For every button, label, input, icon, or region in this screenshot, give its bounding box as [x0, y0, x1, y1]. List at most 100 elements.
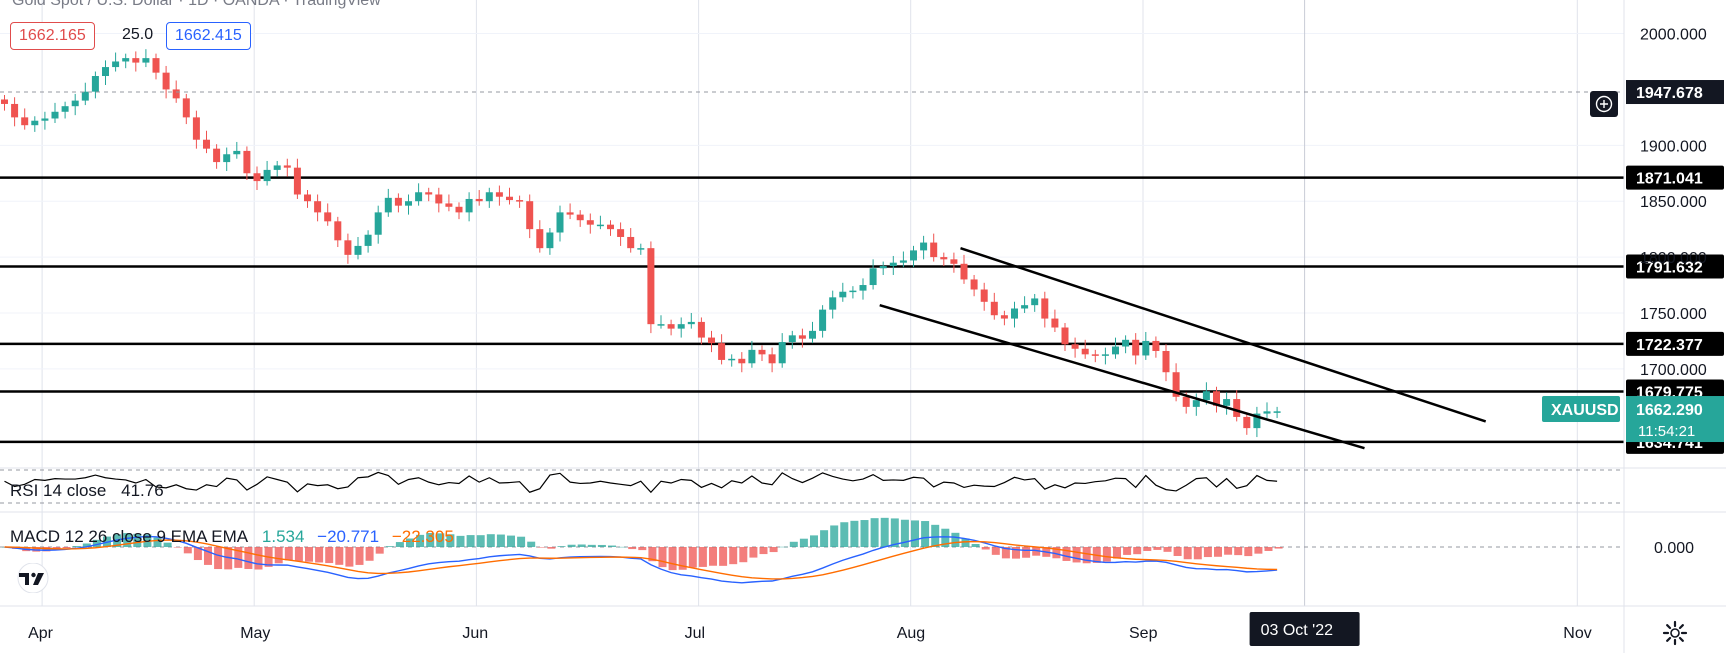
price-tick-label: 1700.000: [1640, 362, 1707, 379]
rsi-value: 41.76: [121, 481, 164, 500]
countdown-label: 11:54:21: [1638, 423, 1695, 440]
macd-histogram-bar: [345, 547, 354, 567]
macd-histogram-bar: [880, 517, 889, 547]
macd-histogram-bar: [355, 547, 364, 565]
chart-title: Gold Spot / U.S. Dollar · 1D · OANDA · T…: [12, 0, 381, 9]
candle-body: [910, 250, 917, 261]
candle-body: [596, 224, 604, 227]
macd-histogram-bar: [1001, 547, 1010, 559]
candle-body: [1233, 399, 1241, 417]
candle-body: [435, 194, 443, 204]
macd-histogram-value: 1.534: [261, 527, 305, 546]
candle-body: [1192, 400, 1200, 407]
candle-body: [970, 279, 978, 290]
candle-body: [223, 154, 231, 163]
candle-body: [1213, 391, 1220, 406]
candle-body: [445, 203, 453, 207]
macd-histogram-bar: [1153, 547, 1162, 550]
candle-body: [718, 343, 726, 360]
candle-body: [233, 150, 241, 155]
candle-body: [364, 234, 372, 246]
macd-histogram-bar: [254, 547, 263, 570]
add-alert-icon[interactable]: [1590, 91, 1618, 117]
candle-body: [849, 290, 857, 293]
macd-line-value: −20.771: [317, 527, 380, 546]
macd-histogram-bar: [365, 547, 374, 561]
candle-body: [1101, 354, 1109, 356]
candle-body: [304, 194, 311, 202]
macd-histogram-bar: [638, 547, 647, 551]
macd-histogram-bar: [1022, 547, 1031, 558]
candle-body: [142, 58, 150, 63]
macd-histogram-bar: [890, 518, 899, 547]
settings-gear-icon[interactable]: [1662, 620, 1688, 646]
grid-lines: [0, 0, 1624, 606]
macd-histogram-bar: [931, 524, 940, 547]
macd-histogram-bar: [688, 547, 697, 568]
candle-body: [526, 201, 534, 230]
candle-body: [334, 221, 342, 241]
candle-body: [920, 242, 928, 251]
macd-histogram-bar: [1203, 547, 1212, 558]
candle-body: [253, 173, 261, 182]
macd-histogram-bar: [618, 546, 627, 548]
candle-body: [61, 106, 69, 112]
candle-body: [1263, 411, 1271, 414]
macd-histogram-bar: [820, 530, 829, 547]
candle-body: [586, 220, 594, 225]
candle-body: [384, 197, 392, 213]
trend-channel[interactable]: [879, 246, 1487, 450]
tradingview-logo-icon[interactable]: [10, 563, 56, 593]
candle-body: [627, 236, 635, 249]
macd-histogram-bar: [1032, 547, 1041, 556]
macd-histogram-bar: [466, 535, 475, 547]
candle-body: [1172, 372, 1180, 397]
macd-signal-line: [4, 539, 1278, 580]
macd-histogram-bar: [325, 547, 334, 564]
macd-histogram-bar: [1244, 547, 1253, 557]
horizontal-levels[interactable]: [0, 176, 1624, 444]
price-axis[interactable]: 1871.0411791.6321722.3771679.7751634.741…: [1542, 27, 1724, 454]
time-tick-label: Jun: [462, 625, 488, 642]
macd-histogram-bar: [577, 544, 586, 547]
macd-histogram-bar: [1214, 547, 1222, 557]
macd-histogram-bar: [1102, 547, 1111, 562]
candle-body: [324, 212, 332, 222]
candle-body: [425, 192, 433, 195]
macd-histogram-bar: [1133, 547, 1142, 555]
candle-body: [182, 98, 190, 118]
macd-histogram-bar: [62, 547, 71, 549]
macd-histogram-bar: [810, 535, 818, 547]
trend-line: [960, 246, 1487, 423]
rsi-legend[interactable]: RSI 14 close 41.76: [10, 481, 164, 501]
candle-body: [1112, 346, 1119, 355]
candle-body: [839, 291, 847, 298]
macd-histogram-bar: [1234, 547, 1243, 556]
macd-histogram-bar: [789, 541, 798, 547]
spread-value: 25.0: [122, 26, 154, 43]
macd-legend[interactable]: MACD 12 26 close 9 EMA EMA 1.534 −20.771…: [10, 527, 454, 547]
candle-body: [213, 148, 221, 163]
candle-body: [940, 257, 948, 260]
macd-signal-value: −22.305: [391, 527, 454, 546]
macd-histogram-bar: [1082, 547, 1091, 564]
candle-body: [283, 165, 291, 168]
candle-body: [1000, 315, 1008, 319]
candle-body: [738, 358, 746, 364]
candle-body: [374, 212, 382, 235]
macd-histogram-bar: [517, 536, 526, 547]
candlesticks: [1, 49, 1281, 438]
candle-body: [1122, 339, 1130, 347]
bid-price[interactable]: 1662.165: [10, 22, 95, 50]
macd-pane: 0.000: [0, 511, 1726, 584]
candle-body: [566, 212, 574, 215]
time-tick-label: May: [240, 625, 270, 642]
macd-histogram-bar: [315, 547, 324, 563]
macd-histogram-bar: [547, 547, 556, 549]
macd-histogram-bar: [567, 544, 576, 547]
ask-price[interactable]: 1662.415: [166, 22, 251, 50]
macd-histogram-bar: [779, 546, 788, 548]
macd-histogram-bar: [507, 535, 515, 547]
